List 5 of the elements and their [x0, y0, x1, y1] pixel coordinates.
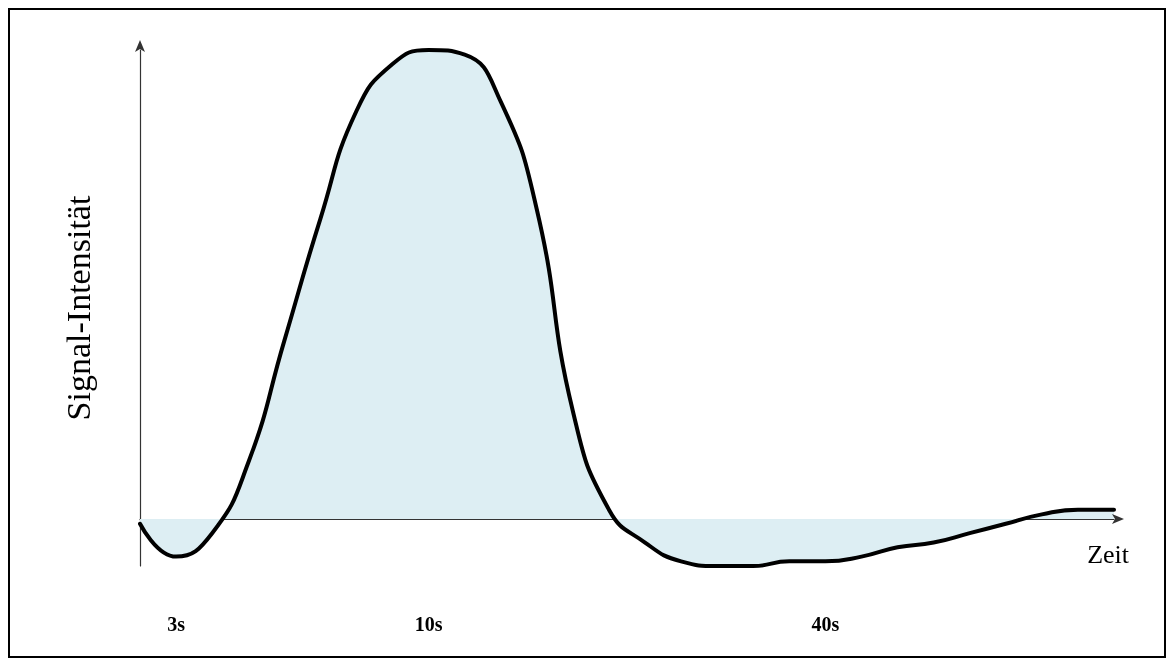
x-tick-label: 3s [167, 613, 186, 635]
y-axis-title: Signal-Intensität [59, 195, 97, 421]
x-axis-title: Zeit [1087, 539, 1130, 569]
x-tick-label: 10s [414, 613, 443, 635]
x-tick-label: 40s [811, 613, 840, 635]
